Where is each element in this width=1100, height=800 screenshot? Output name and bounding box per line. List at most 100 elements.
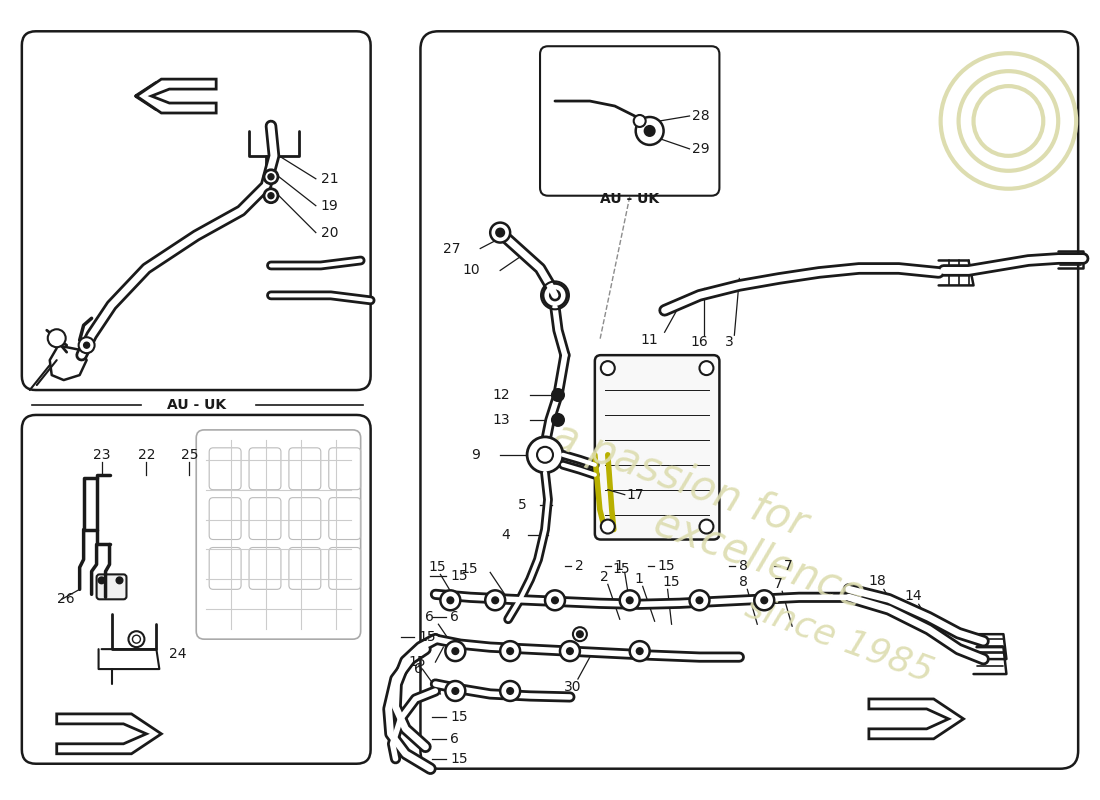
Circle shape bbox=[576, 631, 583, 637]
Text: 18: 18 bbox=[868, 574, 886, 588]
Text: 24: 24 bbox=[169, 647, 187, 661]
Circle shape bbox=[552, 598, 558, 603]
Text: 28: 28 bbox=[692, 109, 710, 123]
Circle shape bbox=[99, 578, 104, 583]
Text: 1: 1 bbox=[615, 559, 624, 574]
Circle shape bbox=[452, 688, 459, 694]
Circle shape bbox=[550, 290, 560, 300]
Circle shape bbox=[440, 590, 460, 610]
Circle shape bbox=[755, 590, 774, 610]
Text: 15: 15 bbox=[662, 575, 680, 590]
Text: 15: 15 bbox=[450, 710, 468, 724]
Text: 15: 15 bbox=[428, 561, 446, 574]
Circle shape bbox=[496, 229, 504, 237]
Text: 27: 27 bbox=[443, 242, 460, 255]
Circle shape bbox=[761, 598, 767, 603]
Text: 15: 15 bbox=[418, 630, 436, 644]
Text: 2: 2 bbox=[575, 559, 584, 574]
Circle shape bbox=[268, 193, 274, 198]
Circle shape bbox=[627, 598, 632, 603]
Circle shape bbox=[552, 389, 564, 401]
Circle shape bbox=[47, 330, 66, 347]
Circle shape bbox=[601, 361, 615, 375]
Text: a passion for: a passion for bbox=[547, 414, 813, 546]
Circle shape bbox=[492, 598, 498, 603]
Circle shape bbox=[446, 681, 465, 701]
Text: 7: 7 bbox=[774, 578, 783, 591]
Circle shape bbox=[132, 635, 141, 643]
Text: 5: 5 bbox=[518, 498, 527, 512]
Circle shape bbox=[485, 590, 505, 610]
Circle shape bbox=[507, 648, 513, 654]
Circle shape bbox=[560, 641, 580, 661]
Text: 15: 15 bbox=[613, 562, 630, 577]
FancyBboxPatch shape bbox=[97, 574, 126, 599]
Circle shape bbox=[700, 361, 714, 375]
Polygon shape bbox=[57, 714, 162, 754]
Text: 1: 1 bbox=[635, 572, 643, 586]
Text: 19: 19 bbox=[321, 198, 339, 213]
Text: 4: 4 bbox=[502, 527, 510, 542]
Circle shape bbox=[446, 641, 465, 661]
Circle shape bbox=[645, 126, 654, 136]
Circle shape bbox=[619, 590, 640, 610]
Circle shape bbox=[507, 688, 513, 694]
FancyBboxPatch shape bbox=[595, 355, 719, 539]
Text: 8: 8 bbox=[739, 559, 748, 574]
Circle shape bbox=[452, 648, 459, 654]
Text: 15: 15 bbox=[450, 570, 468, 583]
Text: 13: 13 bbox=[493, 413, 510, 427]
Text: 17: 17 bbox=[627, 488, 645, 502]
Text: 2: 2 bbox=[600, 570, 608, 584]
Circle shape bbox=[84, 342, 89, 348]
Circle shape bbox=[264, 170, 278, 184]
Text: 7: 7 bbox=[784, 559, 793, 574]
Circle shape bbox=[636, 117, 663, 145]
Text: AU - UK: AU - UK bbox=[167, 398, 225, 412]
Text: AU - UK: AU - UK bbox=[601, 192, 659, 206]
Text: 30: 30 bbox=[564, 680, 582, 694]
Text: 21: 21 bbox=[321, 172, 339, 186]
Text: 15: 15 bbox=[658, 559, 675, 574]
Circle shape bbox=[78, 338, 95, 353]
Text: 3: 3 bbox=[725, 335, 734, 350]
Text: 20: 20 bbox=[321, 226, 339, 239]
Text: 10: 10 bbox=[463, 263, 481, 278]
Text: 25: 25 bbox=[180, 448, 198, 462]
Text: excellence: excellence bbox=[648, 502, 871, 618]
Circle shape bbox=[544, 590, 565, 610]
Circle shape bbox=[129, 631, 144, 647]
Circle shape bbox=[566, 648, 573, 654]
Circle shape bbox=[696, 598, 703, 603]
Circle shape bbox=[491, 222, 510, 242]
Text: 15: 15 bbox=[408, 655, 426, 669]
Circle shape bbox=[537, 447, 553, 462]
Text: 6: 6 bbox=[414, 662, 422, 676]
Text: 9: 9 bbox=[472, 448, 481, 462]
Text: since 1985: since 1985 bbox=[740, 590, 937, 689]
Circle shape bbox=[601, 519, 615, 534]
Text: 6: 6 bbox=[450, 732, 459, 746]
Polygon shape bbox=[136, 79, 217, 113]
Text: 14: 14 bbox=[905, 590, 923, 603]
Text: 12: 12 bbox=[493, 388, 510, 402]
Circle shape bbox=[117, 578, 122, 583]
Circle shape bbox=[634, 115, 646, 127]
Text: 26: 26 bbox=[57, 592, 75, 606]
Text: 23: 23 bbox=[92, 448, 110, 462]
Text: 16: 16 bbox=[691, 335, 708, 350]
Polygon shape bbox=[869, 699, 964, 739]
Circle shape bbox=[700, 519, 714, 534]
Text: 29: 29 bbox=[692, 142, 710, 156]
Text: 15: 15 bbox=[461, 562, 478, 577]
Text: 6: 6 bbox=[426, 610, 434, 624]
Circle shape bbox=[268, 174, 274, 180]
Circle shape bbox=[264, 189, 278, 202]
Circle shape bbox=[448, 598, 453, 603]
Circle shape bbox=[573, 627, 587, 641]
Text: 11: 11 bbox=[641, 334, 659, 347]
Circle shape bbox=[527, 437, 563, 473]
Circle shape bbox=[543, 283, 566, 307]
Circle shape bbox=[690, 590, 710, 610]
Circle shape bbox=[637, 648, 642, 654]
